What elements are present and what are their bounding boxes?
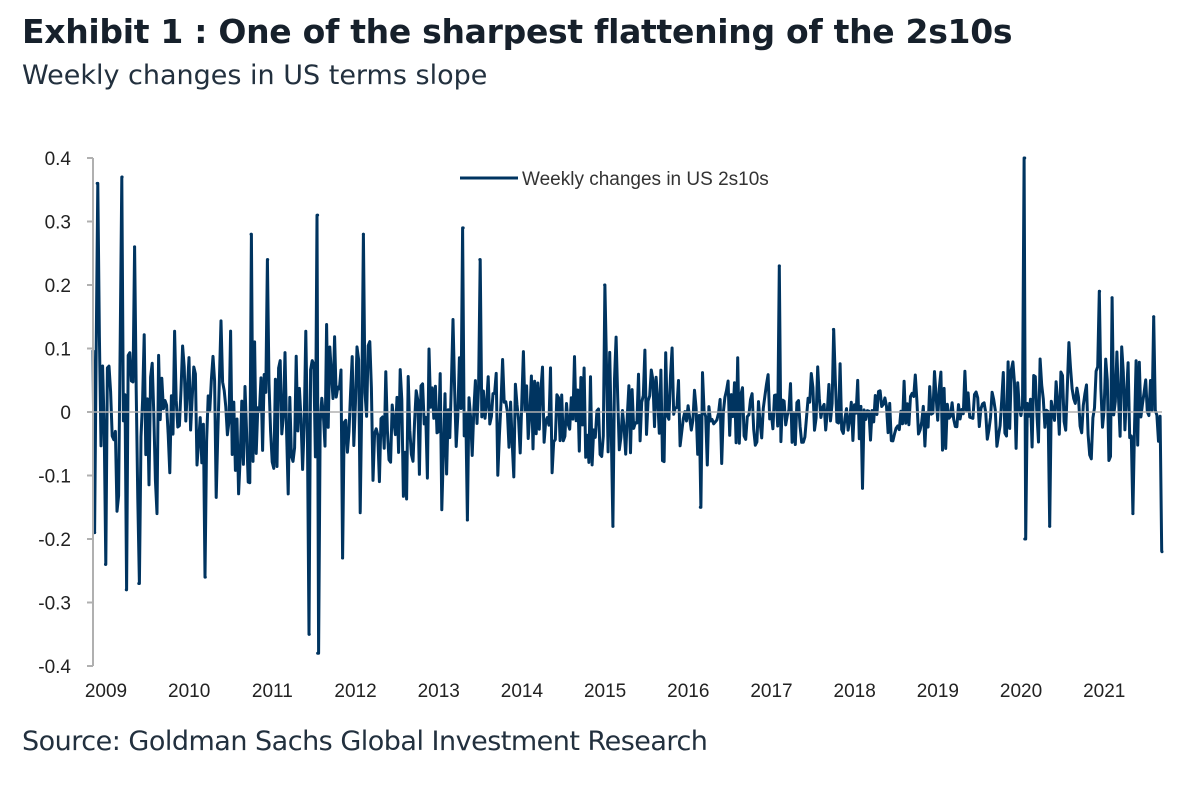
x-tick-label: 2017 — [750, 681, 792, 702]
data-point — [124, 588, 128, 592]
data-point — [777, 264, 781, 268]
data-point — [249, 232, 253, 236]
data-point — [316, 213, 320, 217]
data-point — [1048, 524, 1052, 528]
data-point — [465, 518, 469, 522]
data-point — [361, 232, 365, 236]
data-point — [861, 486, 865, 490]
data-point — [1110, 296, 1114, 300]
x-tick-label: 2016 — [667, 681, 709, 702]
chart-subtitle: Weekly changes in US terms slope — [22, 60, 488, 91]
y-tick-label: -0.2 — [38, 530, 71, 551]
data-point — [266, 258, 270, 262]
y-tick-label: -0.3 — [38, 594, 71, 615]
data-point — [603, 283, 607, 287]
x-tick-label: 2015 — [584, 681, 626, 702]
data-point — [120, 175, 124, 179]
y-tick-label: -0.1 — [38, 467, 71, 488]
data-point — [307, 632, 311, 636]
data-point — [478, 258, 482, 262]
data-point — [1152, 315, 1156, 319]
data-point — [341, 556, 345, 560]
data-point — [1023, 156, 1027, 160]
data-point — [203, 575, 207, 579]
data-point — [103, 562, 107, 566]
y-tick-label: 0.1 — [45, 340, 71, 361]
data-point — [137, 581, 141, 585]
x-tick-label: 2011 — [252, 681, 293, 702]
data-point — [461, 226, 465, 230]
x-tick-label: 2020 — [1000, 681, 1042, 702]
y-tick-label: 0.2 — [45, 276, 71, 297]
x-tick-label: 2010 — [168, 681, 210, 702]
x-tick-label: 2014 — [501, 681, 544, 702]
series-layer — [91, 156, 1164, 655]
y-tick-label: -0.4 — [38, 657, 71, 678]
legend: Weekly changes in US 2s10s — [460, 169, 769, 190]
data-point — [1131, 512, 1135, 516]
data-point — [611, 524, 615, 528]
x-tick-label: 2021 — [1083, 681, 1125, 702]
data-point — [1023, 537, 1027, 541]
legend-label: Weekly changes in US 2s10s — [522, 169, 769, 190]
y-tick-label: 0.3 — [45, 213, 71, 234]
series-line-weekly-changes-us-2s10s — [91, 156, 1164, 655]
x-tick-label: 2012 — [334, 681, 376, 702]
axis-layer: 0.4 0.3 0.2 0.1 0 -0.1 -0.2 -0.3 -0.4 2009 2010 201… — [38, 149, 1162, 702]
x-tick-label: 2019 — [917, 681, 959, 702]
data-point — [95, 181, 99, 185]
chart-title: Exhibit 1 : One of the sharpest flatteni… — [22, 12, 1013, 51]
data-point — [1098, 289, 1102, 293]
source-note: Source: Goldman Sachs Global Investment … — [22, 726, 708, 757]
x-tick-label: 2009 — [85, 681, 127, 702]
y-tick-label: 0 — [60, 403, 71, 424]
x-tick-label: 2018 — [834, 681, 876, 702]
data-point — [698, 505, 702, 509]
data-point — [133, 245, 137, 249]
data-point — [831, 327, 835, 331]
y-tick-label: 0.4 — [45, 149, 72, 170]
data-point — [316, 651, 320, 655]
x-tick-label: 2013 — [418, 681, 460, 702]
data-point — [1160, 550, 1164, 554]
